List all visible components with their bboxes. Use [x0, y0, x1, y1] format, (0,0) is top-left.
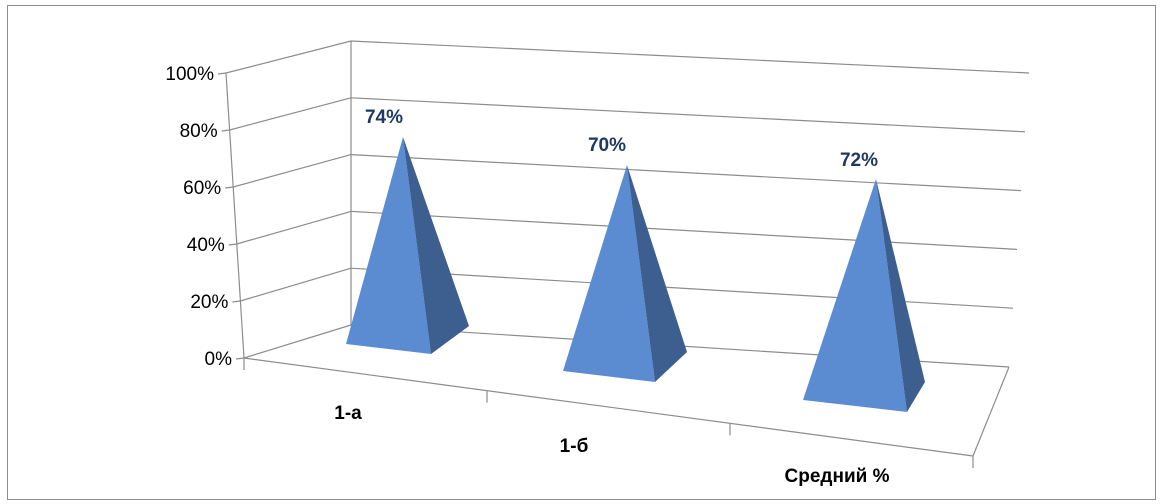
y-tick-label: 0%: [205, 349, 233, 370]
floor-right-edge: [972, 366, 1010, 457]
x-category-label: 1-а: [334, 403, 362, 424]
labels: 0% 20% 40% 60% 80% 100% 74% 1-а 70% 1-б 72% Средний…: [165, 64, 889, 487]
y-tick-mark: [235, 357, 245, 360]
gridlines: [225, 40, 1030, 368]
y-tick-mark: [228, 243, 237, 246]
gridline-side: [225, 40, 352, 74]
gridline-side: [236, 210, 352, 245]
gridline-back: [350, 210, 1018, 250]
gridline-back: [350, 40, 1030, 74]
y-tick-label: 20%: [190, 292, 228, 313]
axes: [217, 41, 1010, 468]
pyramid-front-face: [803, 179, 907, 412]
y-axis-line: [225, 72, 245, 359]
gridline-side: [243, 324, 352, 359]
x-axis-front-edge: [243, 357, 974, 457]
gridline-back: [350, 97, 1026, 133]
x-category-label: Средний %: [785, 466, 890, 487]
data-label: 70%: [588, 135, 626, 156]
pyramid-side-face: [876, 179, 925, 412]
x-category-label: 1-б: [560, 436, 589, 457]
y-tick-label: 60%: [183, 178, 221, 199]
data-label: 74%: [365, 107, 403, 128]
chart-frame: 0% 20% 40% 60% 80% 100% 74% 1-а 70% 1-б 72% Средний…: [7, 5, 1156, 500]
pyramids: [346, 137, 925, 412]
gridline-side: [229, 97, 352, 131]
gridline-back: [350, 154, 1022, 192]
gridline-side: [233, 154, 352, 188]
gridline-side: [240, 267, 352, 302]
y-tick-label: 40%: [187, 235, 225, 256]
y-tick-mark: [225, 186, 234, 189]
pyramid-side-face: [403, 137, 469, 354]
y-tick-label: 80%: [180, 121, 218, 142]
y-tick-label: 100%: [165, 64, 214, 85]
pyramid-front-face: [563, 165, 655, 382]
y-tick-mark: [221, 129, 230, 132]
pyramid-side-face: [627, 165, 687, 382]
pyramid-front-face: [346, 137, 431, 354]
y-tick-mark: [232, 300, 241, 303]
y-tick-mark: [217, 72, 227, 75]
pyramid-chart: 0% 20% 40% 60% 80% 100% 74% 1-а 70% 1-б 72% Средний…: [165, 40, 1030, 487]
data-label: 72%: [840, 150, 878, 171]
